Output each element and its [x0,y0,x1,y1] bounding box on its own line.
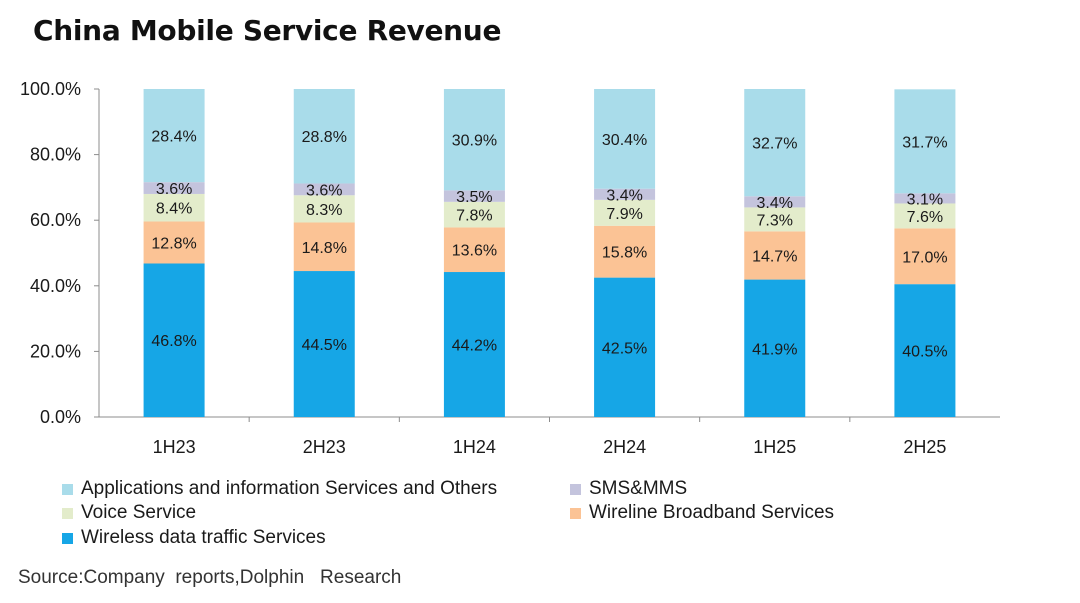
data-label: 3.1% [907,191,943,208]
data-label: 12.8% [151,236,196,253]
x-tick-label: 2H25 [903,437,946,457]
bar-segment [594,225,656,278]
data-label: 46.8% [151,333,196,350]
x-tick-label: 1H23 [153,437,196,457]
bar-segment [744,231,806,280]
data-label: 14.8% [302,240,347,257]
axes: 100.0% 80.0% 60.0% 40.0% 20.0% 0.0% 1H23 2H23 1H… [20,79,1000,457]
data-label: 7.8% [456,208,492,225]
data-label: 8.4% [156,201,192,218]
x-tick-label: 2H24 [603,437,646,457]
bars [143,89,956,417]
y-tick-label: 20.0% [30,341,81,361]
data-label: 41.9% [752,341,797,358]
data-label: 28.8% [302,129,347,146]
bar-segment [894,193,956,204]
data-label: 7.9% [606,206,642,223]
bar-segment [443,201,505,228]
bar-segment [143,182,205,194]
bar-segment [744,89,806,197]
data-label: 3.4% [757,195,793,212]
bar-segment [143,193,205,222]
bar-segment [594,89,656,189]
bar-segment [894,228,956,285]
bar-segment [744,279,806,417]
data-label: 3.6% [306,182,342,199]
bar-segment [143,263,205,417]
bar-segment [293,195,355,223]
bar-segment [443,190,505,202]
data-label: 31.7% [902,134,947,151]
data-label: 32.7% [752,136,797,153]
bar-segment [894,89,956,194]
data-label: 40.5% [902,344,947,361]
data-label: 13.6% [452,243,497,260]
data-label: 7.3% [757,212,793,229]
bar-segment [443,227,505,273]
data-label: 30.9% [452,133,497,150]
bar-segment [143,89,205,183]
bar-segment [293,89,355,184]
bar-segment [594,199,656,226]
data-label: 28.4% [151,129,196,146]
bar-segment [293,271,355,417]
y-tick-label: 60.0% [30,210,81,230]
bar-segment [744,196,806,208]
chart-title: China Mobile Service Revenue [33,14,502,47]
y-tick-label: 40.0% [30,276,81,296]
data-label: 15.8% [602,245,647,262]
x-tick-label: 1H24 [453,437,496,457]
bar-labels: 46.8% 12.8% 8.4% 3.6% 28.4% 44.5% 14.8% 8.3% 3.6… [151,129,947,361]
bar-segment [143,221,205,264]
bar-segment [744,207,806,232]
bar-segment [894,284,956,417]
data-label: 44.5% [302,337,347,354]
bar-segment [443,272,505,417]
y-tick-label: 80.0% [30,145,81,165]
data-label: 3.5% [456,189,492,206]
bar-segment [594,277,656,417]
x-tick-label: 2H23 [303,437,346,457]
data-label: 8.3% [306,202,342,219]
data-label: 44.2% [452,338,497,355]
y-tick-label: 0.0% [40,407,81,427]
bar-segment [443,89,505,191]
bar-segment [894,203,956,229]
source-note: Source:Company reports,Dolphin Research [18,567,402,588]
data-label: 17.0% [902,249,947,266]
data-label: 7.6% [907,209,943,226]
bar-segment [594,188,656,200]
data-label: 42.5% [602,340,647,357]
bar-segment [293,183,355,196]
data-label: 3.6% [156,181,192,198]
bar-segment [293,222,355,272]
data-label: 30.4% [602,132,647,149]
x-tick-label: 1H25 [753,437,796,457]
y-tick-label: 100.0% [20,79,81,99]
data-label: 14.7% [752,248,797,265]
data-label: 3.4% [606,187,642,204]
